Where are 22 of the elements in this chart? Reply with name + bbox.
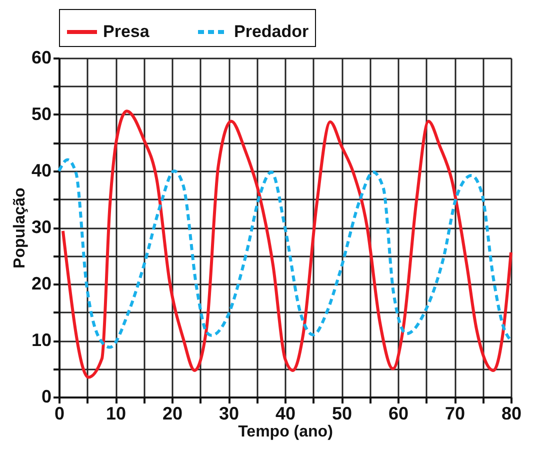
line-series: [61, 110, 512, 379]
x-tick-label: 50: [332, 404, 352, 424]
y-axis-title: População: [11, 187, 28, 268]
x-tick-label: 40: [275, 404, 296, 424]
x-axis-title: Tempo (ano): [238, 424, 333, 440]
y-tick-label: 50: [31, 104, 52, 124]
legend-label: Presa: [103, 22, 150, 41]
x-tick-label: 70: [444, 404, 466, 424]
y-tick-label: 20: [31, 274, 52, 294]
x-tick-label: 30: [218, 404, 240, 424]
x-tick-label: 0: [54, 404, 65, 424]
x-tick-label: 60: [388, 404, 409, 424]
legend-label: Predador: [234, 22, 310, 41]
y-tick-label: 60: [31, 48, 52, 68]
x-tick-label: 10: [106, 404, 126, 424]
x-tick-label: 20: [162, 404, 183, 424]
y-tick-label: 0: [41, 386, 52, 406]
x-tick-label: 80: [501, 404, 522, 424]
y-tick-label: 40: [31, 160, 52, 180]
line-series: [58, 158, 512, 349]
y-tick-label: 30: [31, 217, 52, 237]
y-tick-label: 10: [31, 330, 52, 350]
